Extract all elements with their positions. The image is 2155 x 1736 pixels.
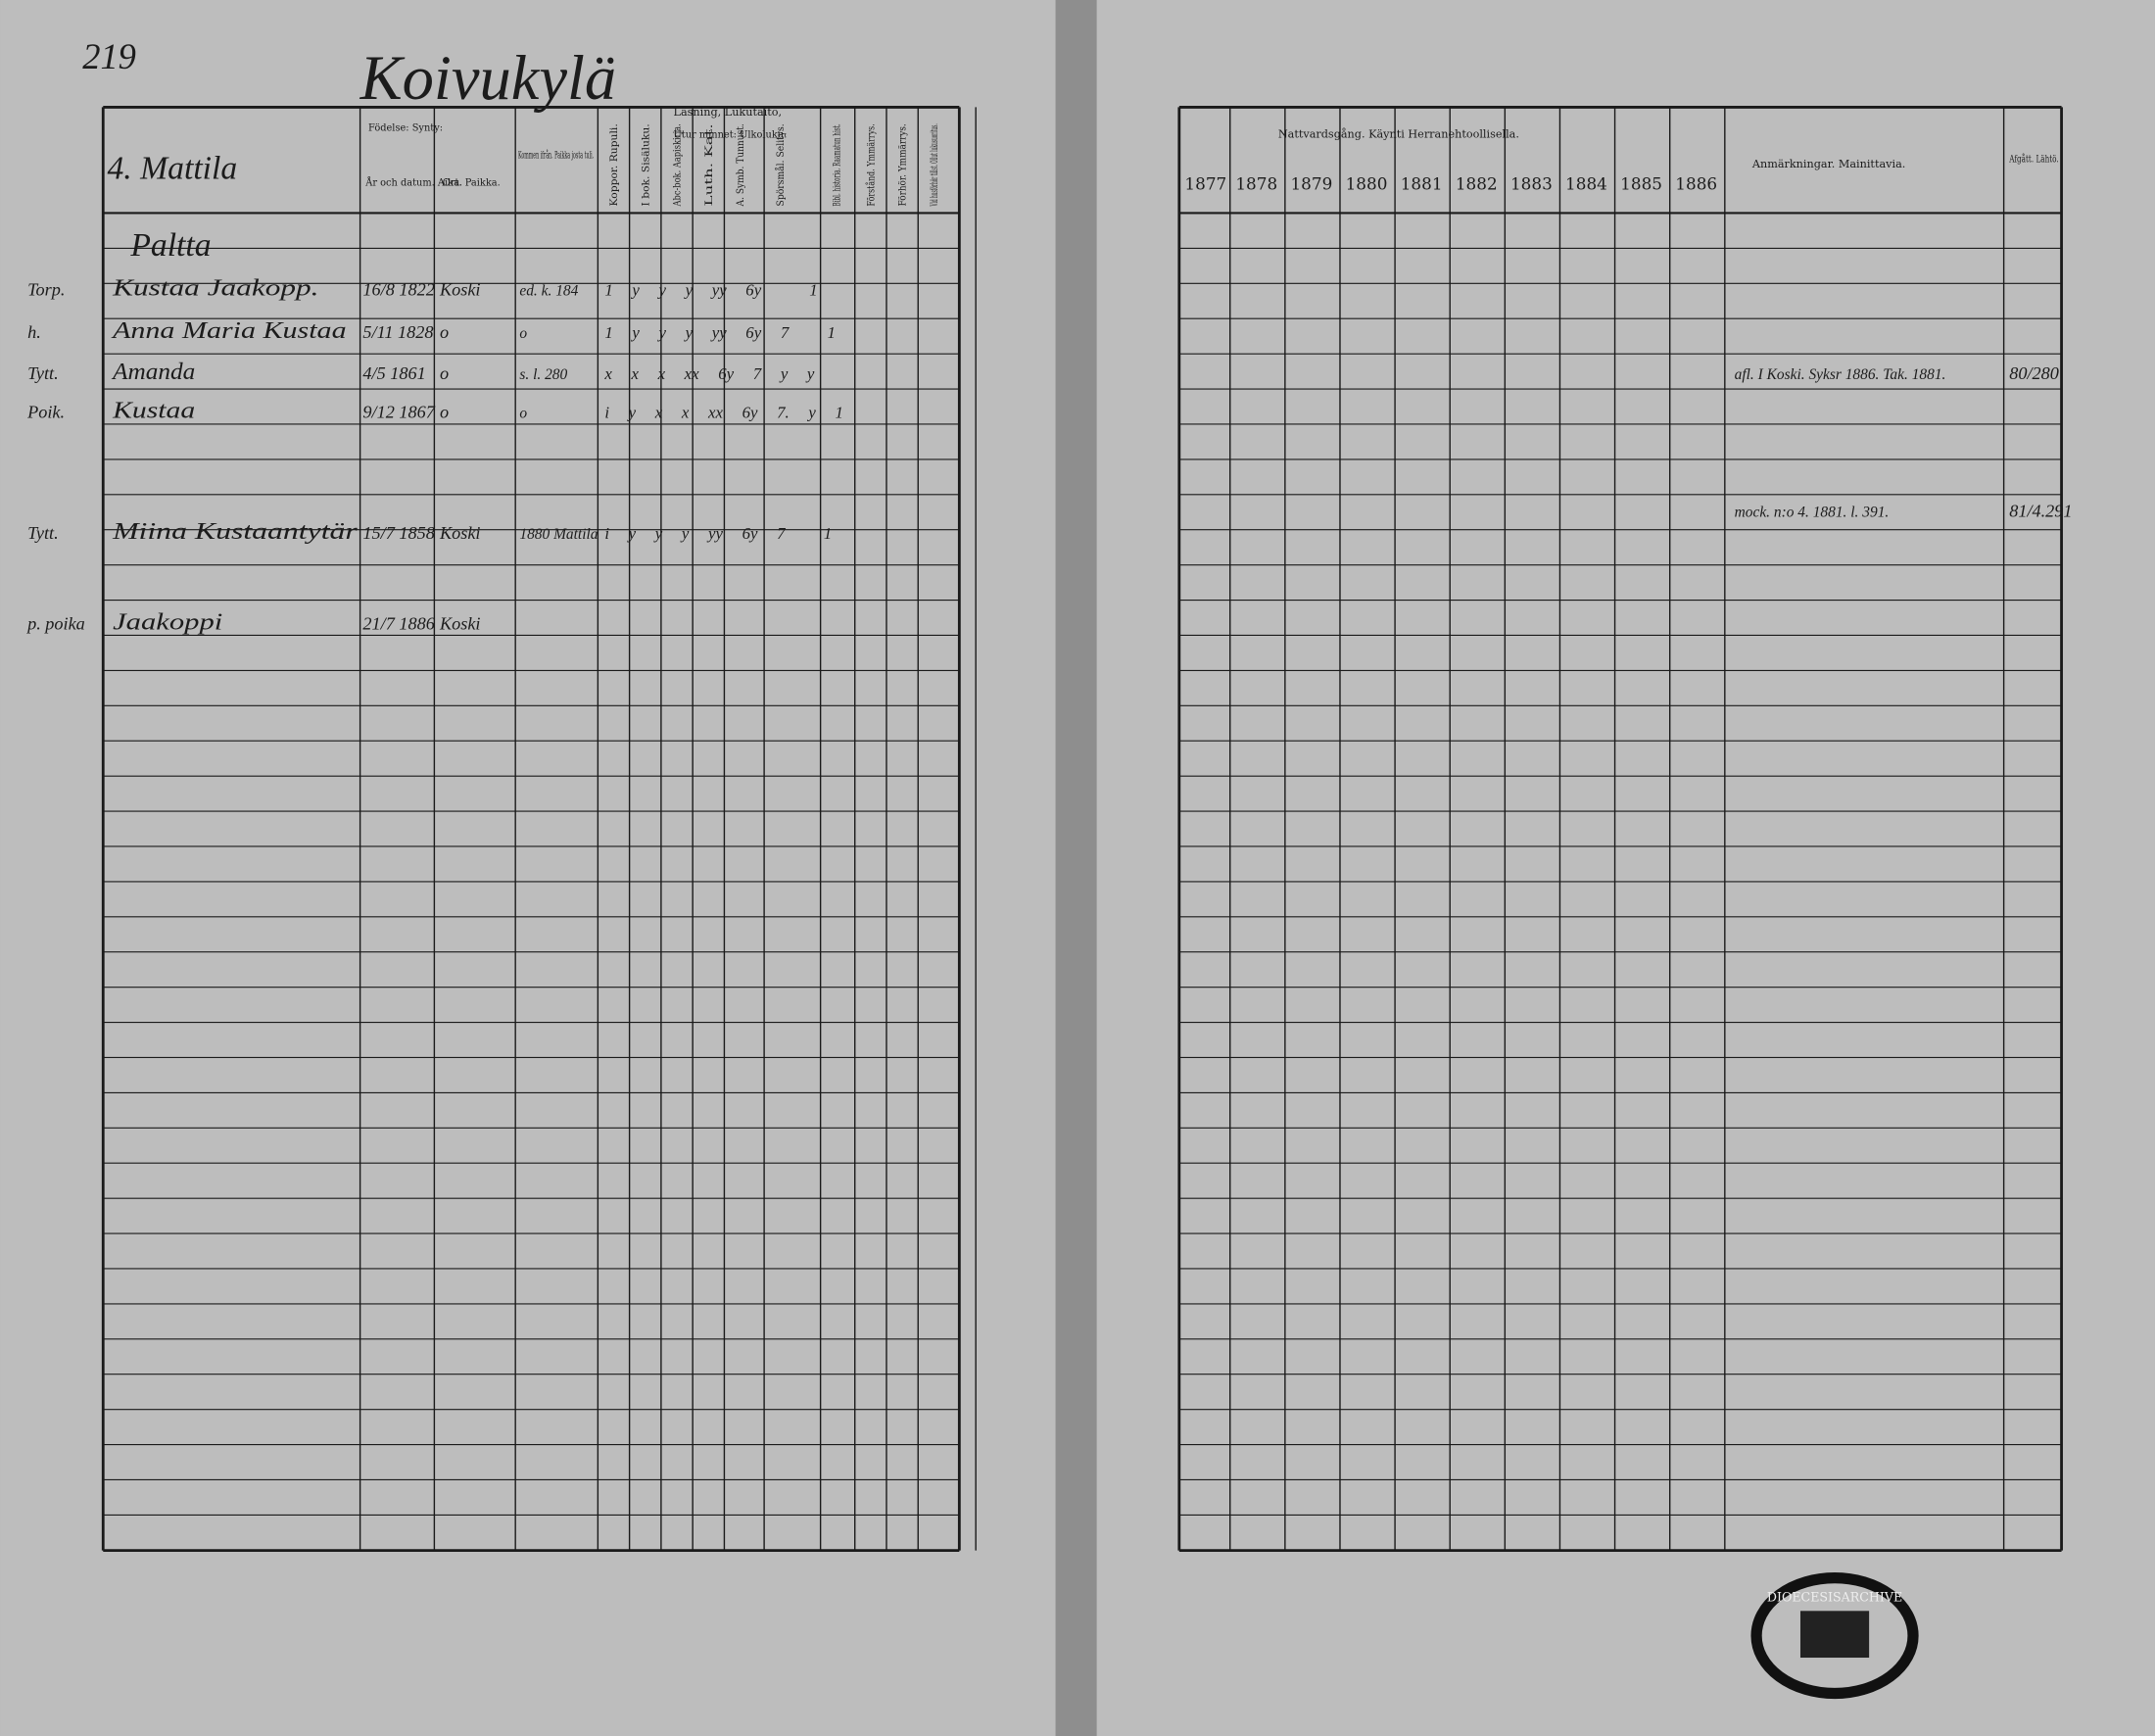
stamp-text: DIOECESISARCHIVE [1767, 1590, 1902, 1605]
came-from: ed. k. 184 [519, 283, 578, 300]
birth-place: Koski [439, 523, 481, 543]
birth-date: 5/11 1828 [362, 322, 433, 342]
departed: 80/280 [2009, 363, 2059, 383]
birth-place: o [440, 322, 449, 342]
birth-date: 15/7 1858 [362, 523, 434, 543]
column-header: Koppor. Rupuli. [609, 123, 620, 206]
came-from: o [519, 325, 527, 342]
birth-place: o [440, 363, 449, 383]
column-header: A. Symb. Tunnust. [736, 123, 746, 207]
communion-header: Nattvardsgång. Käynti Herranehtoollisell… [1278, 127, 1519, 140]
reading-marks: 1 y y y yy 6y 7 1 [604, 323, 836, 342]
column-header: I bok. Sisäluku. [641, 123, 651, 206]
came-from: s. l. 280 [519, 366, 567, 383]
year: 1877 [1184, 174, 1226, 194]
ruled-grid [101, 106, 2063, 1552]
year: 1878 [1235, 174, 1277, 194]
role: h. [27, 322, 41, 342]
reading-marks: i y x x xx 6y 7. y 1 [604, 404, 843, 422]
house: 4. Mattila [107, 150, 237, 186]
birth-date: 4/5 1861 [362, 363, 425, 383]
column-header: Abc-bok. Aapiskirja. [673, 123, 684, 207]
place-header: Ort. Paikka. [443, 177, 501, 188]
birth-date: 16/8 1822 [362, 280, 434, 300]
role: Poik. [26, 403, 65, 422]
role: Tytt. [27, 363, 59, 383]
year: 1882 [1456, 174, 1498, 194]
role: Tytt. [27, 523, 59, 543]
stamp-ring [1750, 1572, 1919, 1700]
name: Amanda [111, 360, 195, 385]
came-from-header: Kommen ifrån. Paikka josta tuli. [518, 149, 594, 161]
column-header: Vid husförhör tillst. Ollut lukusuoritus… [930, 123, 940, 207]
reading-marks: x x x xx 6y 7 y y [603, 364, 815, 383]
birth-header: Födelse: Synty: [368, 122, 443, 133]
remark: afl. I Koski. Syksr 1886. Tak. 1881. [1735, 366, 1946, 383]
spine [1055, 0, 1097, 1736]
stamp-church [1799, 1611, 1870, 1659]
came-from: 1880 Mattila [519, 526, 598, 543]
archive-stamp: DIOECESISARCHIVE [1750, 1572, 1919, 1700]
name: Jaakoppi [113, 610, 222, 636]
year: 1884 [1565, 174, 1607, 194]
memory-header: Utur minnet: Ulkoluku: [674, 129, 788, 140]
column-header: Spörsmål. Selitys. [775, 123, 787, 206]
year: 1886 [1675, 174, 1717, 194]
remark: mock. n:o 4. 1881. l. 391. [1735, 505, 1890, 521]
name: Anna Maria Kustaa [111, 318, 347, 344]
departed-header: Afgått. Lähtö. [2009, 154, 2059, 166]
name: Kustaa [112, 399, 196, 424]
birth-date: 9/12 1867 [362, 403, 435, 422]
role: p. poika [25, 614, 85, 634]
birth-date: 21/7 1886 [362, 614, 435, 634]
page-number: 219 [82, 37, 136, 76]
name: Miina Kustaantytär [112, 519, 359, 545]
village: Koivukylä [359, 42, 617, 113]
name: Kustaa Jaakopp. [112, 276, 319, 302]
remarks-header: Anmärkningar. Mainittavia. [1751, 158, 1905, 170]
birth-place: Koski [439, 280, 481, 300]
role: Torp. [27, 280, 65, 300]
reading-header: Läsning, Lukutaito, [674, 106, 783, 119]
departed: 81/4.291 [2009, 502, 2072, 521]
year: 1879 [1290, 174, 1332, 194]
reading-marks: 1 y y y yy 6y 1 [604, 281, 817, 300]
birth-place: o [440, 403, 449, 422]
year: 1883 [1510, 174, 1553, 194]
column-header: Bibl. historia. Raamatun hist. [832, 123, 842, 206]
column-header: Förstånd. Ymmärrys. [865, 123, 877, 206]
reading-marks: i y y y yy 6y 7 1 [604, 524, 832, 543]
year: 1880 [1346, 174, 1388, 194]
year-date-header: År och datum. Aika. [364, 176, 462, 188]
year: 1885 [1620, 174, 1662, 194]
column-header: Luth. Kat. [704, 123, 715, 206]
farm: Paltta [129, 227, 211, 264]
column-header: Förhör. Ymmärrys. [898, 123, 909, 206]
came-from: o [519, 406, 527, 422]
year: 1881 [1401, 174, 1443, 194]
birth-place: Koski [439, 614, 481, 634]
